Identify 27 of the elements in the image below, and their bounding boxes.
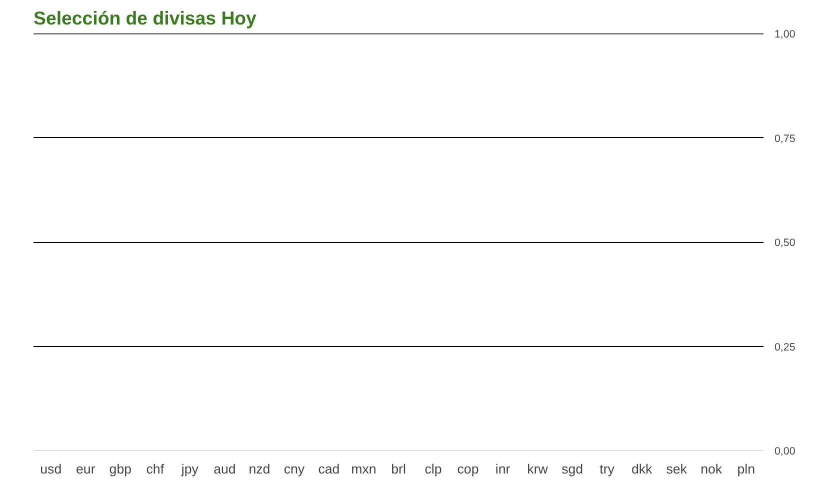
- x-tick-label: usd: [40, 462, 62, 476]
- x-tick-label: eur: [76, 462, 96, 476]
- x-tick-label: sgd: [562, 462, 584, 476]
- x-tick-label: nzd: [248, 462, 270, 476]
- y-tick-label: 1,00: [774, 28, 796, 40]
- x-tick-label: krw: [527, 462, 548, 476]
- x-tick-label: gbp: [109, 462, 132, 476]
- x-tick-label: try: [600, 462, 615, 476]
- x-tick-label: pln: [737, 462, 756, 476]
- x-tick-label: inr: [495, 462, 511, 476]
- x-tick-label: cop: [457, 462, 479, 476]
- x-tick-label: cny: [284, 462, 305, 476]
- y-tick-label: 0,75: [774, 132, 796, 145]
- x-tick-label: dkk: [631, 462, 653, 476]
- x-tick-label: brl: [391, 462, 406, 476]
- x-tick-label: mxn: [351, 462, 376, 476]
- x-tick-label: nok: [700, 462, 722, 476]
- y-tick-label: 0,50: [774, 237, 796, 249]
- x-tick-label: sek: [666, 462, 688, 476]
- x-tick-label: chf: [146, 462, 164, 476]
- x-tick-label: jpy: [180, 462, 199, 476]
- x-tick-label: aud: [214, 462, 236, 476]
- y-tick-label: 0,25: [774, 341, 796, 354]
- y-tick-label: 0,00: [774, 446, 796, 458]
- x-tick-label: clp: [424, 462, 442, 476]
- x-tick-label: cad: [318, 462, 340, 476]
- chart-title: Selección de divisas Hoy: [34, 8, 258, 28]
